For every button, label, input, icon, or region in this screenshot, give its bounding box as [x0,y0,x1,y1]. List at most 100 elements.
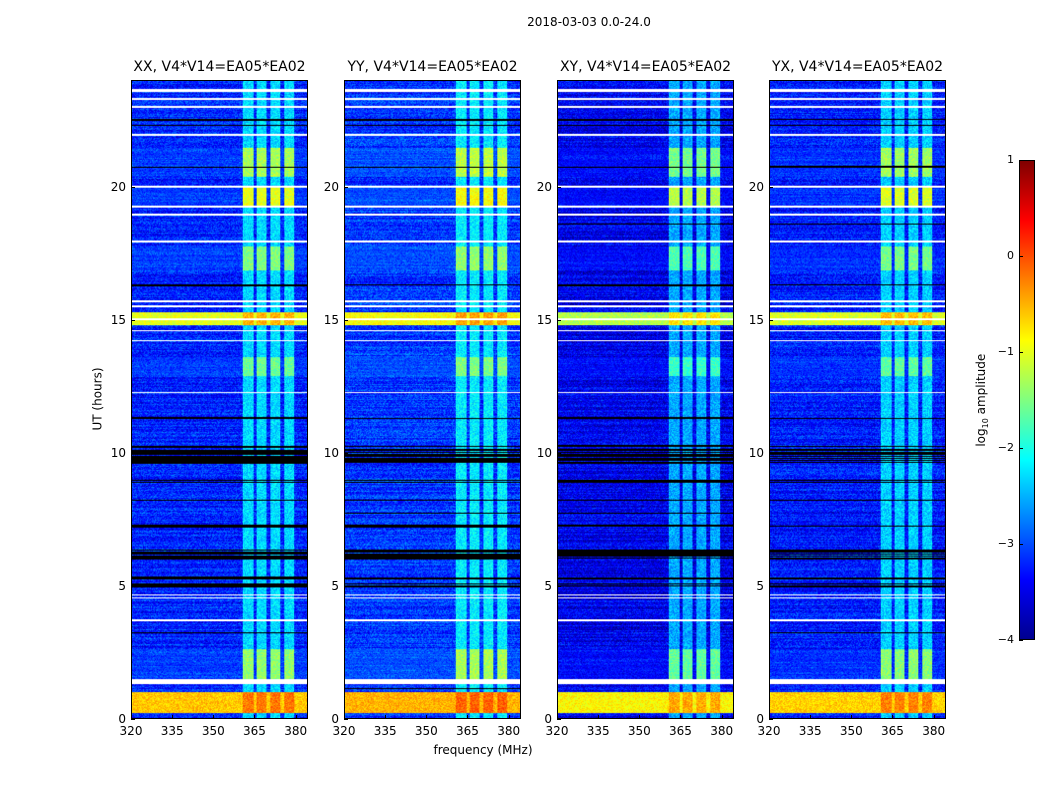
y-tick-label: 15 [748,312,764,327]
y-tick [344,585,348,587]
x-tick [344,715,345,719]
y-tick-label: 10 [323,445,339,460]
y-tick [131,719,135,720]
y-tick-label: 5 [118,578,126,593]
colorbar-tick [1019,640,1023,641]
x-tick-label: 335 [798,724,822,738]
y-tick-label: 20 [536,179,552,194]
y-tick-label: 10 [748,445,764,460]
x-tick-label: 380 [710,724,734,738]
y-tick-label: 20 [110,179,126,194]
x-tick [769,715,770,719]
x-tick [254,715,256,719]
x-tick [508,715,510,719]
x-tick-label: 380 [284,724,308,738]
spectrogram-panel [557,80,734,719]
y-tick-label: 10 [110,445,126,460]
y-tick [131,186,135,188]
colorbar-tick [1019,352,1023,353]
spectrogram-heatmap [770,81,945,718]
y-tick [344,186,348,188]
x-tick-label: 335 [586,724,610,738]
x-tick [933,715,935,719]
y-tick [131,452,135,454]
colorbar-label: log10 amplitude [974,350,990,450]
colorbar-tick-label: 0 [1007,249,1014,262]
colorbar-tick [1019,544,1023,545]
y-tick-label: 0 [118,712,126,726]
x-tick-label: 350 [627,724,651,738]
x-tick-label: 320 [545,724,569,738]
x-tick [467,715,469,719]
colorbar [1019,160,1035,640]
y-tick [344,319,348,321]
y-tick-label: 0 [544,712,552,726]
colorbar-tick [1019,448,1023,449]
x-axis-label: frequency (MHz) [433,743,533,757]
y-tick [557,585,561,587]
y-tick [769,319,773,321]
spectrogram-heatmap [345,81,520,718]
x-tick [680,715,682,719]
x-tick-label: 365 [456,724,479,738]
x-tick-label: 350 [839,724,863,738]
y-tick-label: 0 [756,712,764,726]
spectrogram-panel [131,80,308,719]
colorbar-tick [1019,256,1023,257]
y-tick-label: 10 [536,445,552,460]
y-tick-label: 15 [110,312,126,327]
y-tick-label: 20 [323,179,339,194]
colorbar-tick-label: −1 [997,345,1014,358]
y-tick [769,186,773,188]
x-tick [385,715,387,719]
figure-title: 2018-03-03 0.0-24.0 [527,15,651,29]
y-tick [769,719,773,720]
spectrogram-panel [344,80,521,719]
y-tick [769,585,773,587]
x-tick-label: 320 [332,724,356,738]
colorbar-label-sub: 10 [981,418,991,429]
y-axis-label: UT (hours) [90,367,105,431]
x-tick [851,715,853,719]
spectrogram-heatmap [132,81,307,718]
panel-title: YX, V4*V14=EA05*EA02 [771,59,944,75]
y-tick [131,319,135,321]
y-tick-label: 15 [536,312,552,327]
x-tick [131,715,132,719]
y-tick [557,319,561,321]
panel-title: XY, V4*V14=EA05*EA02 [559,59,732,75]
x-tick [172,715,174,719]
y-tick [131,585,135,587]
x-tick [426,715,428,719]
y-tick-label: 15 [323,312,339,327]
panel-title: YY, V4*V14=EA05*EA02 [347,59,518,75]
x-tick-label: 350 [414,724,438,738]
spectrogram-panel [769,80,946,719]
colorbar-tick-label: 1 [1007,153,1014,166]
x-tick-label: 320 [119,724,143,738]
colorbar-tick [1019,160,1023,161]
x-tick-label: 365 [881,724,904,738]
x-tick-label: 380 [922,724,946,738]
y-tick [557,186,561,188]
y-tick-label: 5 [544,578,552,593]
x-tick [892,715,894,719]
x-tick [598,715,600,719]
y-tick-label: 20 [748,179,764,194]
x-tick-label: 380 [497,724,521,738]
y-tick-label: 5 [331,578,339,593]
x-tick-label: 335 [373,724,397,738]
panel-title: XX, V4*V14=EA05*EA02 [133,59,306,75]
x-tick-label: 350 [201,724,225,738]
x-tick [639,715,641,719]
colorbar-tick-label: −4 [997,633,1014,646]
x-tick-label: 335 [160,724,184,738]
x-tick [295,715,297,719]
x-tick [557,715,558,719]
x-tick [721,715,723,719]
colorbar-tick-label: −2 [997,441,1014,454]
spectrogram-heatmap [558,81,733,718]
x-tick-label: 320 [757,724,781,738]
x-tick [213,715,215,719]
